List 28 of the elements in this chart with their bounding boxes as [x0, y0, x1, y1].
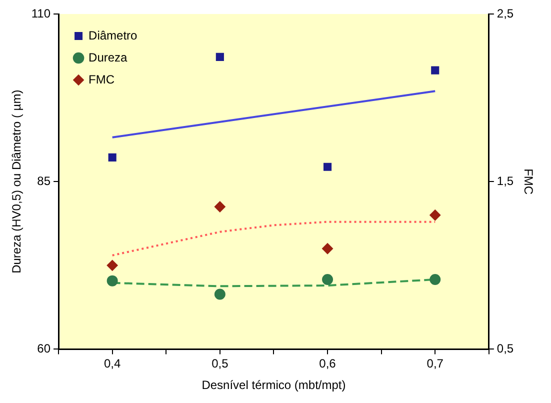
x-tick-label: 0,4 [104, 356, 121, 371]
point [108, 153, 116, 162]
point [431, 66, 440, 74]
y2-tick-label: 0,5 [496, 342, 514, 356]
y2-tick-label: 2,5 [496, 6, 514, 20]
x-tick-label: 0,6 [319, 356, 336, 371]
point [430, 210, 441, 221]
point [214, 201, 226, 212]
point [323, 162, 332, 171]
x-tick-label: 0,5 [212, 356, 229, 371]
y-tick-label: 85 [37, 174, 51, 188]
x-tick-label: 0,7 [426, 356, 444, 371]
x-axis-title: Desnível térmico (mbt/mpt) [202, 378, 346, 392]
point [216, 52, 224, 61]
point [214, 288, 226, 300]
point [322, 243, 334, 254]
y2-tick-label: 1,5 [496, 174, 514, 188]
legend-label: FMC [88, 72, 115, 86]
point [322, 274, 334, 285]
y-axis-title: Dureza (HV0,5) ou Diâmetro ( µm) [10, 90, 24, 274]
y2-axis-title: FMC [521, 168, 536, 195]
point [106, 275, 118, 286]
legend-label: Diâmetro [88, 28, 138, 42]
legend-label: Dureza [88, 50, 128, 64]
point [430, 274, 441, 285]
y-tick-label: 110 [31, 6, 51, 20]
y-tick-label: 60 [37, 342, 51, 356]
point [106, 260, 118, 271]
